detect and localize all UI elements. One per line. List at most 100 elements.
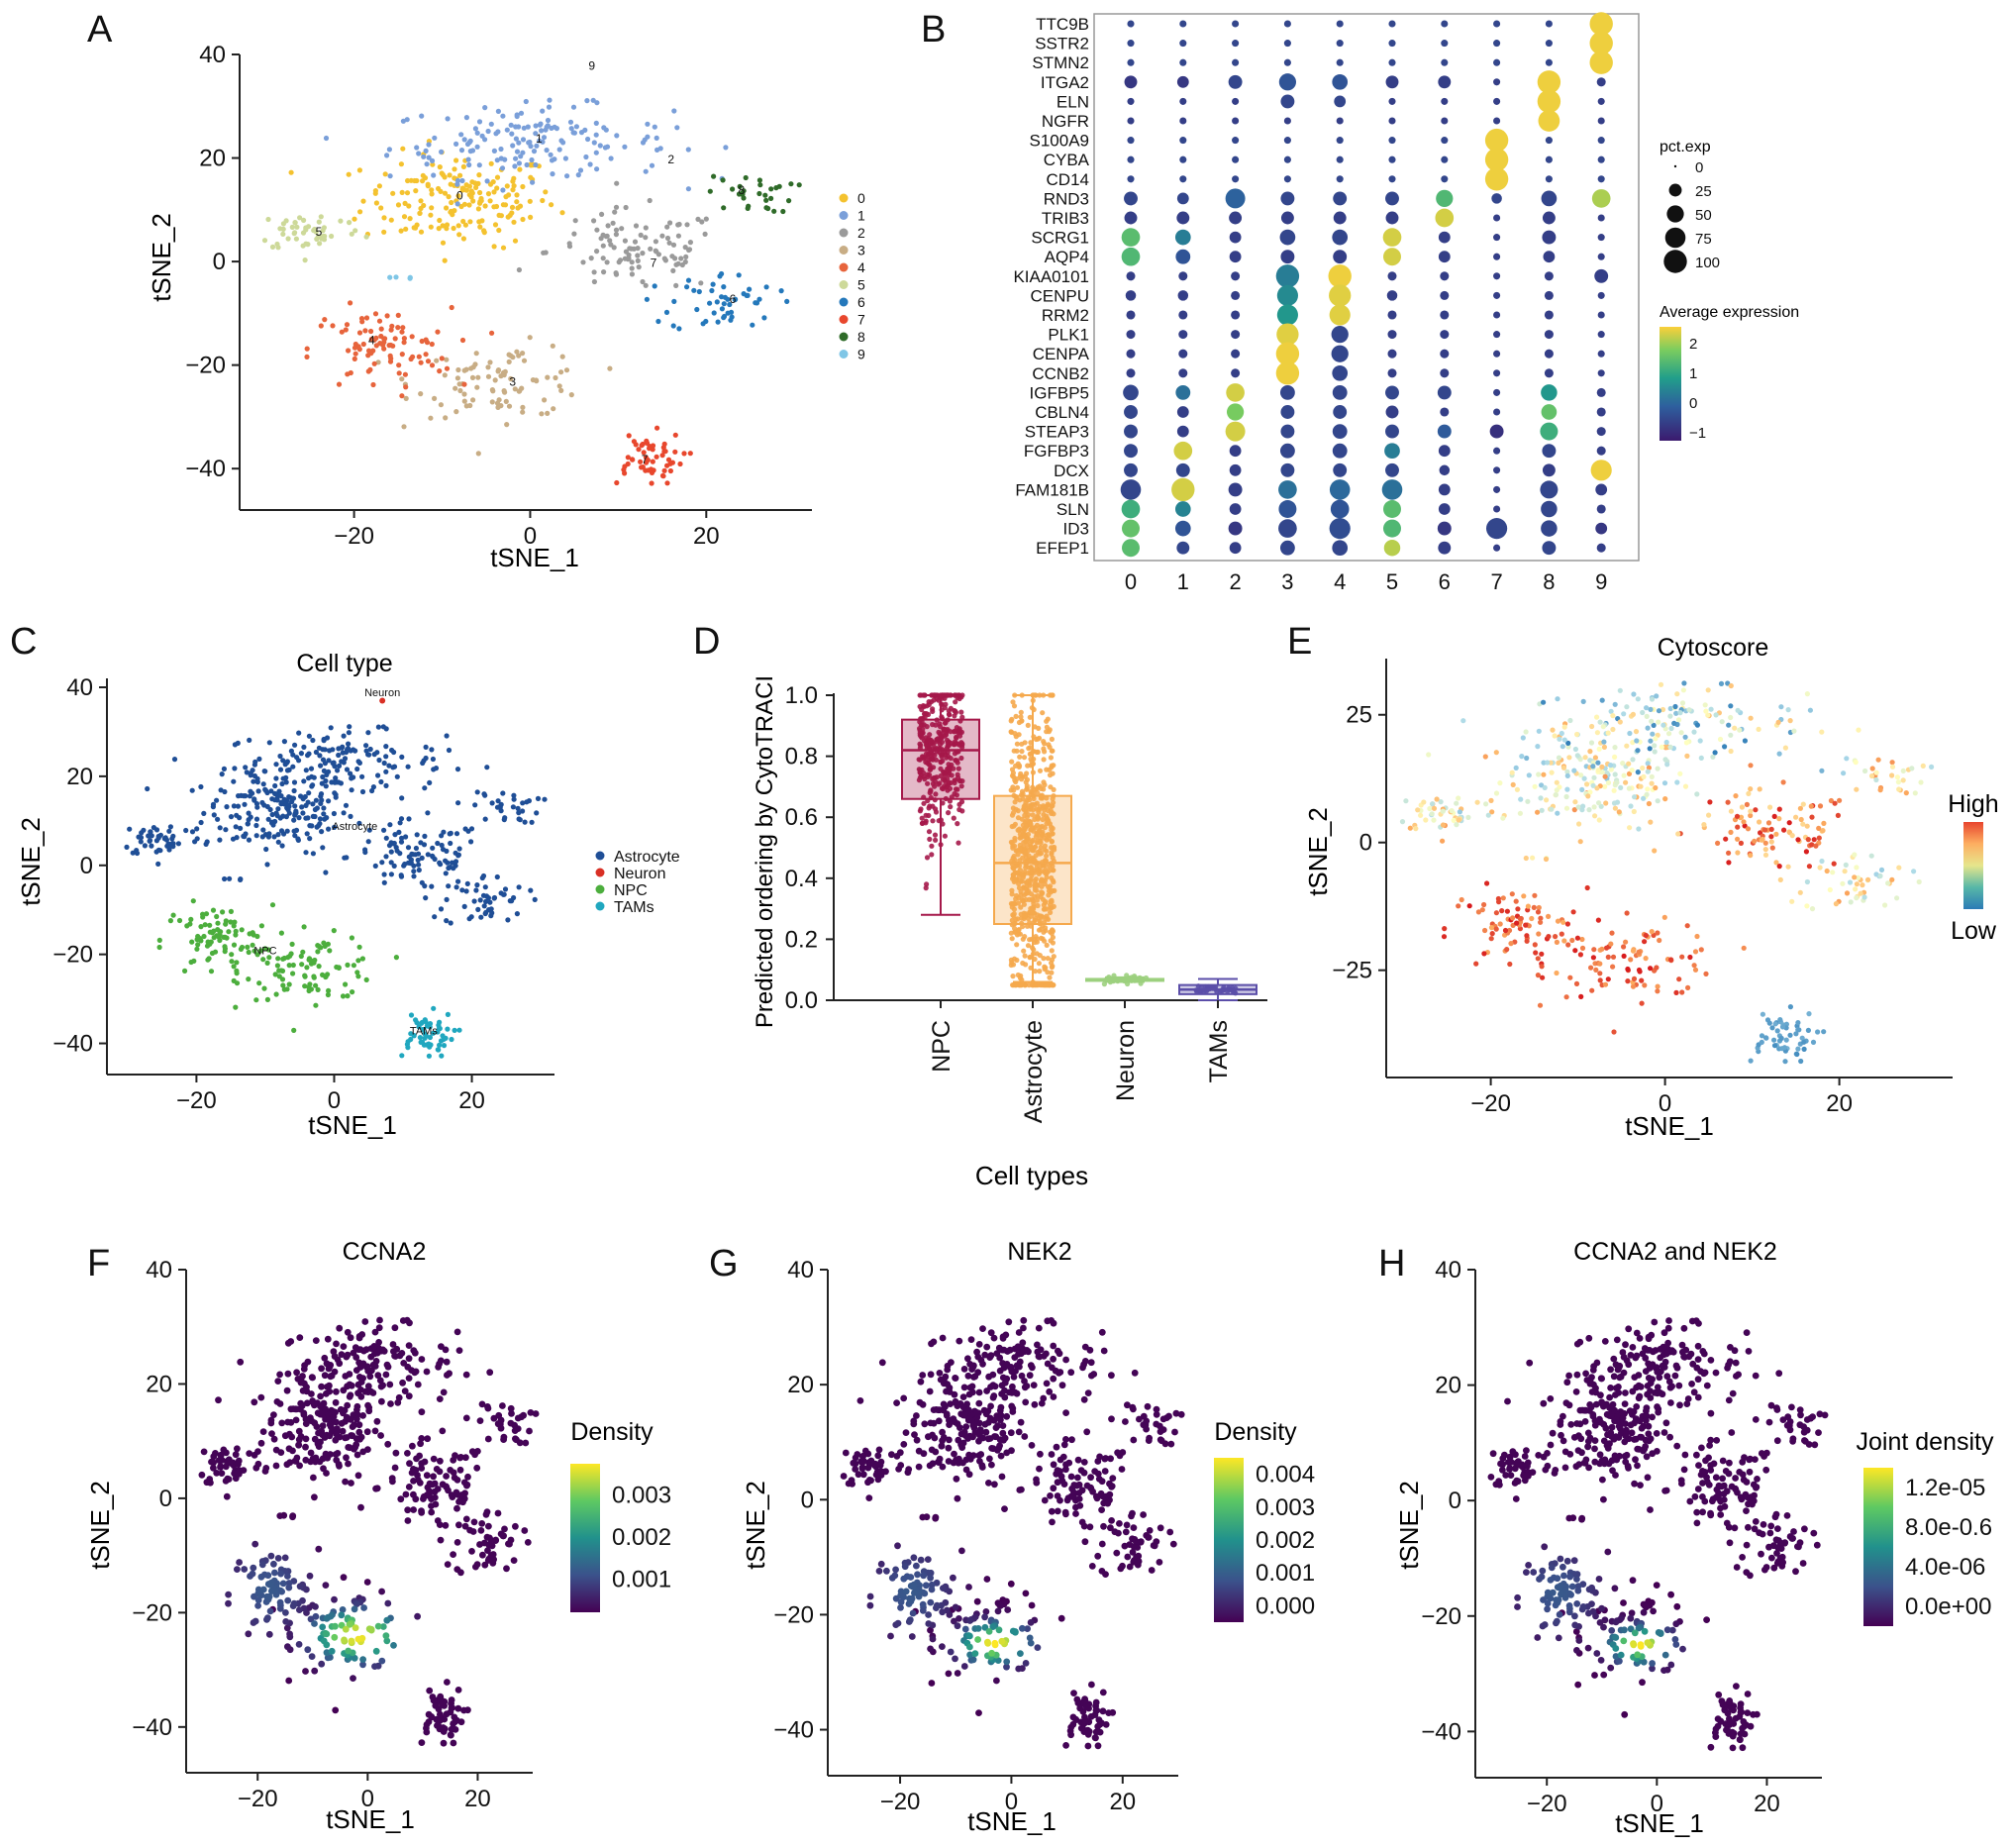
dot-TTC9B-c0 <box>1127 20 1135 28</box>
cytoscore-point <box>1675 831 1681 837</box>
density-point <box>315 1545 323 1553</box>
dot-AQP4-c8 <box>1543 251 1556 263</box>
celltype-point <box>302 973 308 978</box>
cluster-point <box>545 117 552 124</box>
cluster-label-5: 5 <box>1386 569 1398 594</box>
panel-b-color-legend-title: Average expression <box>1660 304 1799 321</box>
cluster-point <box>622 238 629 244</box>
dot-EFEP1-c5 <box>1383 539 1401 557</box>
density-point <box>522 1439 530 1447</box>
celltype-point <box>370 784 376 790</box>
cytoscore-point <box>1680 687 1686 693</box>
cluster-point <box>685 277 692 283</box>
density-point <box>335 1461 343 1468</box>
cluster-point <box>405 177 411 184</box>
density-point <box>331 1595 338 1603</box>
celltype-point <box>489 910 495 916</box>
celltype-point <box>175 841 181 847</box>
celltype-point <box>388 849 394 855</box>
dot-CCNB2-c1 <box>1178 368 1188 378</box>
dot-STMN2-c9 <box>1589 51 1613 74</box>
density-point <box>321 1372 329 1380</box>
density-point <box>337 1405 345 1413</box>
dot-STEAP3-c9 <box>1596 427 1606 437</box>
celltype-point <box>471 898 477 904</box>
celltype-point <box>310 958 316 964</box>
cytoscore-point <box>1842 869 1848 874</box>
cytoscore-point <box>1584 781 1590 787</box>
dot-CD14-c0 <box>1127 175 1135 183</box>
celltype-point <box>279 780 285 787</box>
cluster-point <box>469 374 476 380</box>
cytoscore-point <box>1634 738 1640 744</box>
celltype-point <box>316 745 322 751</box>
celltype-point <box>429 883 435 889</box>
cytoscore-point <box>1611 1029 1617 1035</box>
density-point <box>328 1647 336 1655</box>
cluster-point <box>663 309 670 315</box>
celltype-point <box>208 969 215 975</box>
cytoscore-point <box>1418 812 1424 818</box>
panel-c-xlabel: tSNE_1 <box>308 1110 397 1140</box>
celltype-point <box>431 1005 437 1011</box>
cluster-point <box>683 254 689 259</box>
panel-d-ylabel: Predicted ordering by CytoTRACI <box>752 675 778 1028</box>
celltype-point <box>372 863 378 870</box>
density-point <box>294 1376 302 1383</box>
density-point <box>396 1352 404 1360</box>
cluster-point <box>451 225 456 232</box>
cluster-point <box>533 131 539 137</box>
density-point <box>342 1478 349 1486</box>
cytoscore-point <box>1569 937 1575 944</box>
density-point <box>427 1481 435 1488</box>
cluster-point <box>487 359 493 365</box>
dot-RND3-c0 <box>1124 191 1138 206</box>
cluster-point <box>640 251 646 257</box>
jitter-point <box>1019 749 1025 755</box>
cytoscore-point <box>1677 770 1683 776</box>
density-point <box>259 1586 267 1593</box>
density-point <box>346 1371 353 1378</box>
cytoscore-point <box>1854 865 1860 871</box>
jitter-point <box>1009 759 1015 765</box>
density-point <box>514 1414 522 1422</box>
dot-CYBA-c5 <box>1388 155 1396 163</box>
density-point <box>236 1559 244 1566</box>
cytoscore-point <box>1679 954 1685 960</box>
density-point <box>345 1647 352 1655</box>
legend-label-TAMs: TAMs <box>614 899 654 916</box>
cluster-point <box>537 138 543 144</box>
cluster-point <box>540 197 546 204</box>
celltype-point <box>326 758 332 764</box>
cluster-point <box>406 203 412 209</box>
cytoscore-point <box>1440 838 1446 844</box>
cluster-point <box>721 284 727 290</box>
cytoscore-point <box>1682 734 1688 740</box>
density-point <box>462 1414 470 1422</box>
celltype-point <box>535 795 542 802</box>
cytoscore-point <box>1783 1037 1789 1043</box>
colorbar-tick-label: 0.002 <box>612 1524 671 1551</box>
celltype-point <box>443 871 449 876</box>
cluster-label-7: 7 <box>651 256 657 269</box>
cytoscore-point <box>1605 779 1612 786</box>
celltype-point <box>381 827 387 833</box>
dot-AQP4-c4 <box>1333 250 1348 264</box>
density-point <box>331 1633 339 1641</box>
cytoscore-point <box>1762 827 1768 833</box>
cytoscore-point <box>1610 954 1617 960</box>
density-point <box>494 1509 502 1517</box>
cytoscore-point <box>1810 1039 1817 1045</box>
cytoscore-point <box>1759 1033 1765 1039</box>
cluster-point <box>498 155 504 161</box>
cluster-label-7: 7 <box>1490 569 1502 594</box>
jitter-point <box>1038 785 1044 792</box>
density-point <box>234 1445 241 1453</box>
celltype-point <box>416 867 422 873</box>
celltype-point <box>246 976 252 982</box>
jitter-point <box>1048 755 1054 761</box>
celltype-point <box>511 796 517 802</box>
celltype-point <box>221 934 227 941</box>
cluster-point <box>591 218 597 224</box>
celltype-point <box>274 963 280 969</box>
